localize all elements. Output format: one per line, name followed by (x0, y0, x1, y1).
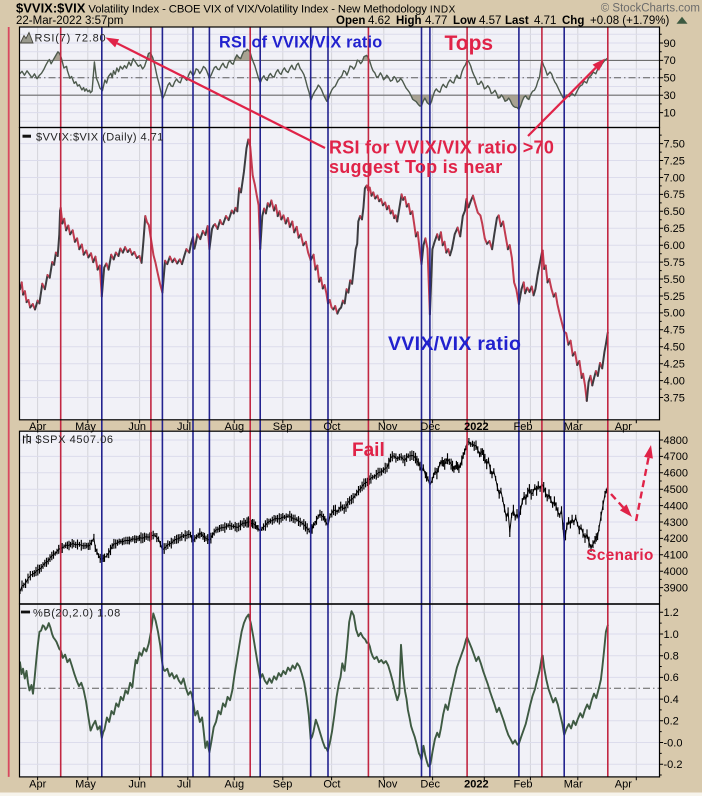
svg-text:May: May (75, 421, 96, 433)
svg-text:Jun: Jun (128, 421, 146, 433)
svg-text:22-Mar-2022 3:57pm: 22-Mar-2022 3:57pm (16, 15, 123, 27)
svg-text:Jul: Jul (177, 778, 191, 790)
svg-text:6.25: 6.25 (664, 223, 685, 235)
svg-text:Mar: Mar (564, 778, 583, 790)
svg-text:Sep: Sep (273, 778, 293, 790)
svg-text:4.75: 4.75 (664, 325, 685, 337)
svg-text:6.50: 6.50 (664, 206, 685, 218)
svg-text:4000: 4000 (664, 566, 688, 578)
svg-text:Dec: Dec (420, 778, 440, 790)
svg-text:Apr: Apr (615, 421, 632, 433)
svg-text:0.2: 0.2 (664, 716, 679, 728)
svg-text:0.6: 0.6 (664, 672, 679, 684)
svg-text:%B(20,2.0) 1.08: %B(20,2.0) 1.08 (33, 608, 121, 620)
svg-text:Aug: Aug (225, 421, 245, 433)
svg-text:Mar: Mar (564, 421, 583, 433)
svg-text:4800: 4800 (664, 435, 688, 447)
svg-text:Nov: Nov (378, 421, 398, 433)
svg-text:Jun: Jun (128, 778, 146, 790)
svg-text:Apr: Apr (29, 778, 46, 790)
svg-text:5.00: 5.00 (664, 308, 685, 320)
svg-text:Feb: Feb (514, 778, 533, 790)
svg-text:$SPX 4507.06: $SPX 4507.06 (36, 434, 114, 446)
svg-text:7.50: 7.50 (664, 138, 685, 150)
svg-text:Aug: Aug (225, 778, 245, 790)
svg-text:4600: 4600 (664, 468, 688, 480)
svg-text:7.25: 7.25 (664, 155, 685, 167)
svg-text:0.8: 0.8 (664, 651, 679, 663)
svg-text:10: 10 (664, 107, 676, 119)
svg-text:© StockCharts.com: © StockCharts.com (601, 3, 700, 15)
svg-text:5.25: 5.25 (664, 291, 685, 303)
svg-text:$VVIX:$VIX Volatility Index -: $VVIX:$VIX Volatility Index - CBOE VIX o… (16, 1, 456, 16)
svg-text:5.50: 5.50 (664, 274, 685, 286)
svg-text:RSI of VVIX/VIX ratio: RSI of VVIX/VIX ratio (219, 34, 382, 52)
svg-text:Apr: Apr (29, 421, 46, 433)
svg-text:Apr: Apr (615, 778, 632, 790)
svg-text:-0.0: -0.0 (664, 737, 683, 749)
svg-text:Oct: Oct (323, 421, 340, 433)
svg-text:Sep: Sep (273, 421, 293, 433)
svg-text:4100: 4100 (664, 550, 688, 562)
svg-text:Scenario: Scenario (586, 547, 653, 564)
svg-text:4200: 4200 (664, 533, 688, 545)
svg-text:Oct: Oct (323, 778, 340, 790)
svg-text:4.50: 4.50 (664, 342, 685, 354)
svg-text:May: May (75, 778, 96, 790)
svg-text:Feb: Feb (514, 421, 533, 433)
svg-text:50: 50 (664, 73, 676, 85)
svg-text:4700: 4700 (664, 451, 688, 463)
svg-text:3.75: 3.75 (664, 392, 685, 404)
svg-text:4500: 4500 (664, 484, 688, 496)
svg-text:2022: 2022 (464, 778, 488, 790)
svg-text:Tops: Tops (445, 32, 494, 55)
svg-text:0.4: 0.4 (664, 694, 679, 706)
svg-text:4.25: 4.25 (664, 359, 685, 371)
svg-text:RSI(7) 72.80: RSI(7) 72.80 (35, 33, 107, 45)
svg-text:Fail: Fail (352, 440, 385, 461)
svg-text:7.00: 7.00 (664, 172, 685, 184)
svg-text:Dec: Dec (420, 421, 440, 433)
svg-text:3900: 3900 (664, 582, 688, 594)
svg-text:1.0: 1.0 (664, 629, 679, 641)
svg-text:4400: 4400 (664, 500, 688, 512)
svg-text:Nov: Nov (378, 778, 398, 790)
svg-text:70: 70 (664, 55, 676, 67)
svg-text:2022: 2022 (464, 421, 488, 433)
svg-text:VVIX/VIX ratio: VVIX/VIX ratio (388, 333, 521, 355)
svg-text:Jul: Jul (177, 421, 191, 433)
svg-text:$VVIX:$VIX (Daily) 4.71: $VVIX:$VIX (Daily) 4.71 (36, 132, 164, 144)
svg-text:RSI for VVIX/VIX ratio >70: RSI for VVIX/VIX ratio >70 (329, 138, 554, 158)
svg-text:4300: 4300 (664, 517, 688, 529)
svg-text:6.75: 6.75 (664, 189, 685, 201)
svg-text:5.75: 5.75 (664, 257, 685, 269)
svg-text:-0.2: -0.2 (664, 759, 683, 771)
svg-text:90: 90 (664, 38, 676, 50)
svg-text:suggest Top is near: suggest Top is near (329, 157, 502, 177)
svg-text:4.00: 4.00 (664, 375, 685, 387)
svg-text:6.00: 6.00 (664, 240, 685, 252)
svg-text:1.2: 1.2 (664, 607, 679, 619)
svg-text:30: 30 (664, 90, 676, 102)
